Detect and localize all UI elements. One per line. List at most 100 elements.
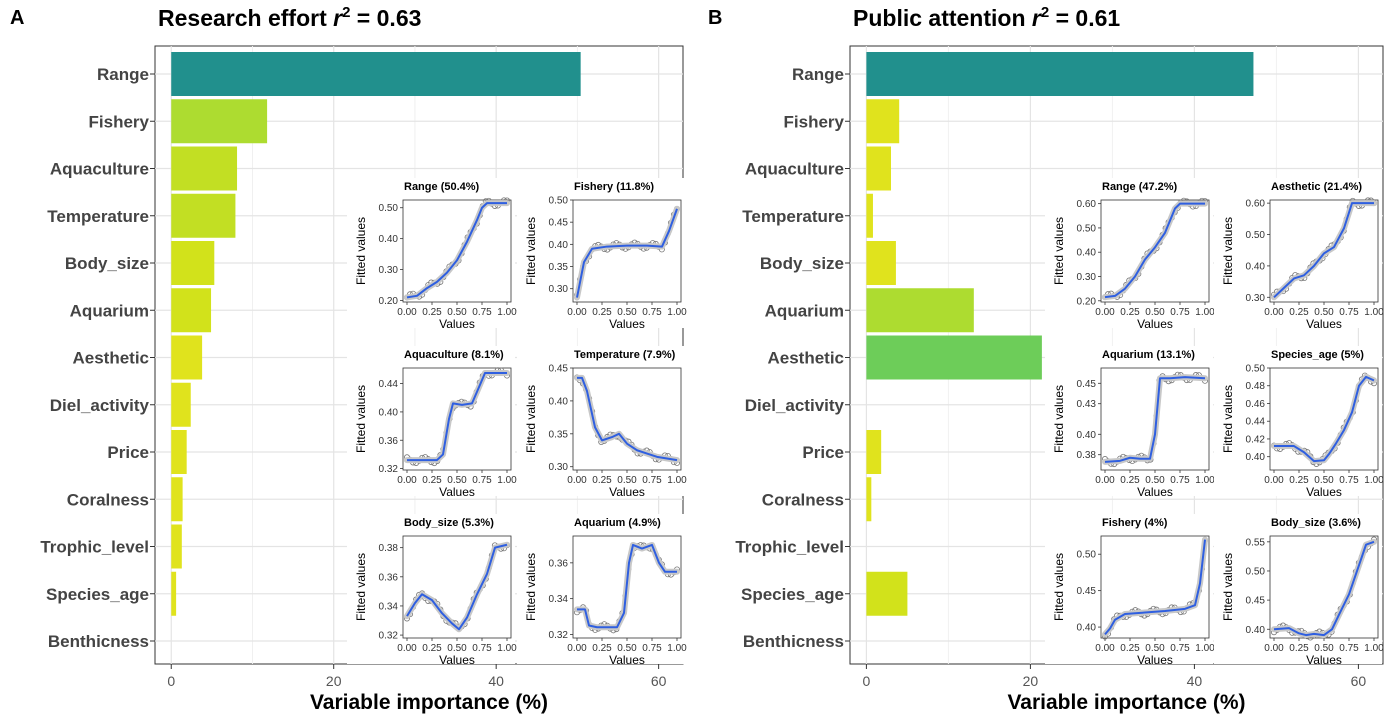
- inset-y-tick-label: 0.40: [1246, 261, 1266, 272]
- inset-y-label: Fitted values: [354, 217, 368, 285]
- panel-b: B Public attention r2 = 0.61 Range Fishery A…: [708, 4, 1384, 714]
- inset-x-tick-label: 0.25: [422, 643, 442, 654]
- inset-fit-line: [406, 202, 507, 299]
- inset-fit-line: [1273, 540, 1375, 637]
- category-label: Trophic_level: [40, 538, 149, 557]
- bar-price: [171, 430, 187, 474]
- inset-x-tick-label: 0.75: [642, 643, 662, 654]
- inset-x-tick-label: 0.25: [592, 475, 612, 486]
- category-label: Price: [107, 443, 149, 462]
- inset-x-tick-label: 1.00: [497, 475, 517, 486]
- inset-y-tick-label: 0.40: [1246, 625, 1266, 636]
- category-label: Benthicness: [48, 632, 149, 651]
- x-tick-label: 40: [488, 673, 504, 689]
- bar-body_size: [866, 241, 896, 285]
- inset-y-tick-label: 0.32: [379, 631, 399, 642]
- inset-x-tick-label: 0.25: [422, 307, 442, 318]
- category-label: Price: [802, 443, 844, 462]
- inset-y-tick-label: 0.50: [549, 196, 569, 207]
- inset-y-tick-label: 0.50: [1246, 230, 1266, 241]
- inset-x-tick-label: 1.00: [1195, 643, 1215, 654]
- category-label: Fishery: [784, 112, 845, 131]
- inset-y-tick-label: 0.35: [549, 262, 569, 273]
- inset-y-tick-label: 0.55: [1246, 537, 1266, 548]
- inset-x-tick-label: 0.75: [472, 643, 492, 654]
- inset-x-tick-label: 0.50: [617, 643, 637, 654]
- inset-x-label: Values: [609, 653, 645, 667]
- inset-y-label: Fitted values: [1221, 553, 1235, 621]
- inset-fit-line: [577, 543, 677, 629]
- inset-y-tick-label: 0.50: [1077, 550, 1097, 561]
- x-tick-label: 60: [1351, 673, 1367, 689]
- inset-y-tick-label: 0.45: [549, 218, 569, 229]
- inset-range: Range (50.4%) 0.20 0.30 0.40 0.50 0.00 0.25 0.5…: [347, 178, 517, 331]
- inset-x-tick-label: 1.00: [667, 643, 687, 654]
- inset-y-tick-label: 0.40: [549, 396, 569, 407]
- inset-y-tick-label: 0.32: [549, 630, 569, 641]
- inset-x-tick-label: 0.00: [567, 475, 587, 486]
- inset-body_size: Body_size (3.6%) 0.40 0.45 0.50 0.55 0.00 0.25…: [1214, 514, 1384, 667]
- bar-species_age: [866, 571, 908, 616]
- inset-x-tick-label: 0.50: [1314, 643, 1334, 654]
- inset-title: Range (50.4%): [404, 181, 480, 193]
- inset-y-tick-label: 0.44: [1246, 417, 1266, 428]
- inset-y-tick-label: 0.20: [379, 296, 399, 307]
- inset-title: Fishery (11.8%): [574, 181, 654, 193]
- inset-x-tick-label: 0.00: [1095, 475, 1115, 486]
- inset-x-tick-label: 0.50: [447, 643, 467, 654]
- panel-a: A Research effort r2 = 0.63 Range Fishery Aq…: [10, 4, 687, 714]
- x-tick-label: 20: [1023, 673, 1039, 689]
- inset-x-tick-label: 0.50: [1145, 475, 1165, 486]
- inset-x-tick-label: 1.00: [497, 643, 517, 654]
- inset-y-tick-label: 0.36: [379, 572, 399, 583]
- inset-x-tick-label: 0.50: [1314, 307, 1334, 318]
- inset-y-tick-label: 0.45: [1077, 586, 1097, 597]
- inset-x-tick-label: 0.50: [447, 307, 467, 318]
- inset-y-tick-label: 0.40: [1077, 248, 1097, 259]
- inset-x-tick-label: 0.25: [1120, 307, 1140, 318]
- inset-y-tick-label: 0.40: [1246, 452, 1266, 463]
- bar-body_size: [171, 241, 215, 285]
- category-label: Temperature: [47, 207, 149, 226]
- inset-x-tick-label: 0.75: [1170, 643, 1190, 654]
- inset-x-tick-label: 1.00: [1364, 475, 1384, 486]
- inset-x-tick-label: 0.75: [642, 307, 662, 318]
- inset-y-tick-label: 0.30: [379, 265, 399, 276]
- panel-title: Public attention r2 = 0.61: [853, 4, 1120, 31]
- inset-x-tick-label: 0.75: [1339, 307, 1359, 318]
- inset-y-tick-label: 0.36: [379, 436, 399, 447]
- inset-y-tick-label: 0.42: [1246, 434, 1266, 445]
- bar-range: [866, 52, 1254, 96]
- bar-price: [866, 430, 882, 474]
- inset-y-tick-label: 0.60: [1077, 199, 1097, 210]
- inset-x-label: Values: [1306, 317, 1342, 331]
- inset-y-tick-label: 0.40: [1077, 623, 1097, 634]
- inset-x-tick-label: 0.75: [1339, 643, 1359, 654]
- inset-x-tick-label: 0.00: [1264, 307, 1284, 318]
- inset-y-tick-label: 0.40: [549, 240, 569, 251]
- inset-y-tick-label: 0.50: [1246, 364, 1266, 375]
- inset-x-label: Values: [1306, 653, 1342, 667]
- inset-x-tick-label: 0.00: [397, 643, 417, 654]
- inset-y-label: Fitted values: [1052, 553, 1066, 621]
- panel-letter: A: [10, 7, 24, 29]
- inset-x-label: Values: [1137, 653, 1173, 667]
- category-label: Coralness: [67, 490, 149, 509]
- inset-y-tick-label: 0.50: [1077, 223, 1097, 234]
- category-label: Benthicness: [743, 632, 844, 651]
- x-axis-label: Variable importance (%): [310, 691, 548, 714]
- inset-y-tick-label: 0.43: [1077, 399, 1097, 410]
- inset-x-tick-label: 0.00: [567, 643, 587, 654]
- bar-aesthetic: [866, 335, 1042, 380]
- inset-x-label: Values: [439, 485, 475, 499]
- inset-x-label: Values: [1137, 485, 1173, 499]
- inset-x-tick-label: 0.25: [422, 475, 442, 486]
- inset-x-tick-label: 0.25: [1289, 307, 1309, 318]
- x-tick-label: 20: [326, 673, 342, 689]
- inset-title: Body_size (3.6%): [1271, 517, 1361, 529]
- inset-fit-line: [406, 543, 508, 631]
- inset-x-tick-label: 0.75: [472, 475, 492, 486]
- inset-x-label: Values: [1137, 317, 1173, 331]
- inset-fit-line: [577, 376, 678, 462]
- inset-x-tick-label: 0.50: [447, 475, 467, 486]
